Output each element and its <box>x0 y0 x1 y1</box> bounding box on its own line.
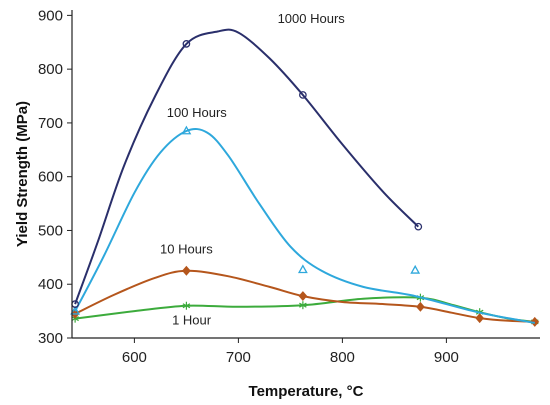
y-tick-label: 700 <box>38 115 63 132</box>
data-point-1000-hours <box>414 222 423 231</box>
x-tick-label: 800 <box>330 349 355 366</box>
y-tick-label: 300 <box>38 330 63 347</box>
series-10-hours <box>70 265 540 327</box>
x-tick-label: 700 <box>226 349 251 366</box>
axes: 300 400 500 600 700 800 900 600 700 800 900 <box>38 7 540 366</box>
x-tick-label: 900 <box>434 349 459 366</box>
series-line-100-hours <box>74 128 535 324</box>
data-point-10-hours <box>475 313 485 324</box>
data-point-100-hours <box>181 125 192 135</box>
x-axis-title: Temperature, °C <box>249 383 364 400</box>
data-point-1-hour <box>182 301 191 310</box>
series-label: 1 Hour <box>172 313 212 328</box>
data-point-1-hour <box>299 301 307 310</box>
y-tick-label: 600 <box>38 169 63 186</box>
data-point-10-hours <box>416 301 425 312</box>
data-point-1000-hours <box>182 40 191 48</box>
y-axis-title: Yield Strength (MPa) <box>14 101 31 247</box>
y-tick-label: 800 <box>38 61 63 78</box>
data-point-100-hours <box>410 264 421 274</box>
data-point-10-hours <box>182 265 191 276</box>
series-label: 10 Hours <box>160 242 213 257</box>
y-tick-label: 400 <box>38 276 63 293</box>
series-label: 1000 Hours <box>278 11 346 26</box>
series-100-hours <box>70 125 535 324</box>
data-point-100-hours <box>70 305 81 315</box>
y-tick-label: 500 <box>38 222 63 239</box>
series-1000-hours <box>71 28 423 308</box>
x-tick-label: 600 <box>122 349 147 366</box>
data-point-10-hours <box>530 316 540 327</box>
y-tick-label: 900 <box>38 7 63 24</box>
data-point-10-hours <box>298 291 308 302</box>
series-label: 100 Hours <box>167 105 227 120</box>
data-point-100-hours <box>297 264 308 274</box>
plot-area: 1000 Hours 100 Hours 10 Hours 1 Hour <box>70 11 540 328</box>
data-point-1000-hours <box>299 91 307 99</box>
series-line-1000-hours <box>74 28 420 305</box>
